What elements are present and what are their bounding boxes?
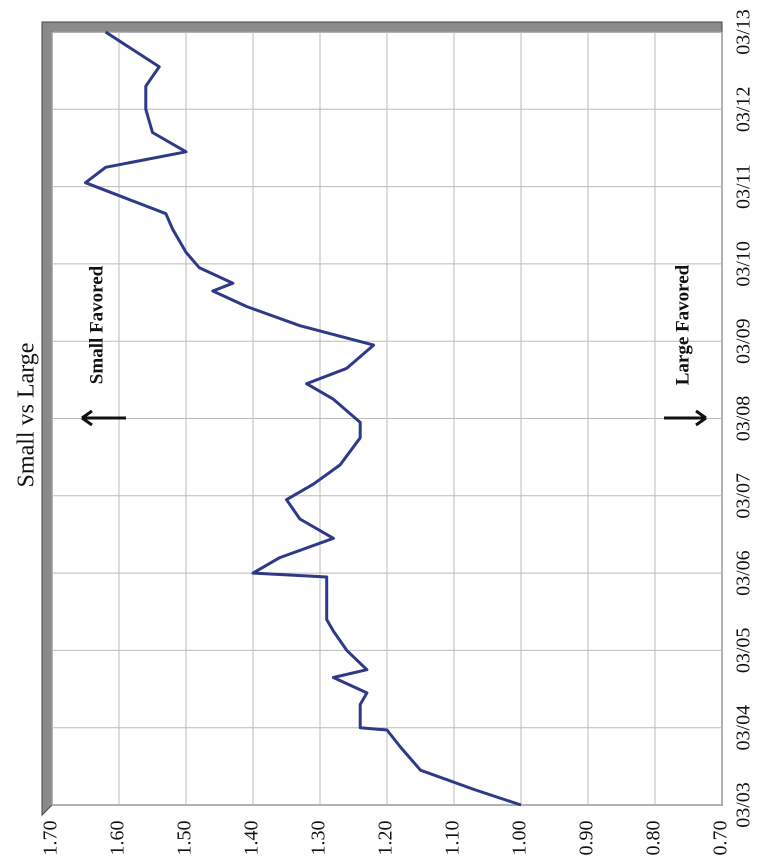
- y-tick-label: 1.30: [308, 821, 330, 856]
- arrow: [81, 409, 126, 427]
- y-tick-label: 0.70: [710, 821, 732, 856]
- x-tick-label: 03/11: [733, 164, 755, 209]
- x-tick-label: 03/10: [733, 241, 755, 287]
- y-tick-label: 1.50: [174, 821, 196, 856]
- y-tick-label: 1.40: [241, 821, 263, 856]
- annotation: Large Favored: [672, 264, 693, 385]
- grid: [51, 31, 723, 806]
- y-tick-label: 1.70: [40, 821, 62, 856]
- x-tick-label: 03/04: [733, 705, 755, 751]
- chart-title: Small vs Large: [14, 343, 40, 488]
- x-tick-label: 03/07: [733, 473, 755, 519]
- x-tick-label: 03/09: [733, 318, 755, 364]
- x-tick-label: 03/08: [733, 396, 755, 442]
- y-tick-label: 1.10: [442, 821, 464, 856]
- y-tick-label: 0.80: [643, 821, 665, 856]
- x-tick-label: 03/03: [733, 782, 755, 828]
- line-series: [84, 30, 522, 807]
- y-tick-label: 1.60: [107, 821, 129, 856]
- y-tick-label: 1.20: [375, 821, 397, 856]
- y-tick-label: 0.90: [576, 821, 598, 856]
- y-tick-label: 1.00: [509, 821, 531, 856]
- arrow: [664, 409, 707, 427]
- x-tick-label: 03/06: [733, 550, 755, 596]
- annotation: Small Favored: [86, 265, 107, 384]
- marks: [84, 30, 522, 807]
- x-tick-label: 03/05: [733, 628, 755, 674]
- x-tick-label: 03/12: [733, 87, 755, 133]
- x-tick-label: 03/13: [733, 9, 755, 55]
